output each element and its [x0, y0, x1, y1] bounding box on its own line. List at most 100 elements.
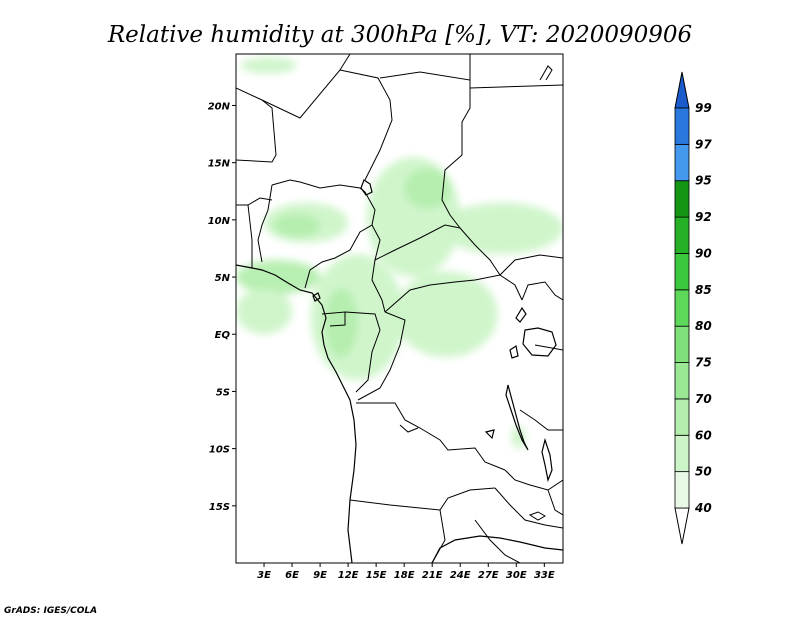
border-mali-burkina [236, 99, 277, 163]
lake-victoria [522, 327, 557, 357]
humid-region-4 [310, 254, 405, 380]
colorbar-segment [674, 434, 690, 473]
colorbar-level-label: 99 [695, 101, 712, 115]
colorbar-level-label: 80 [695, 319, 712, 333]
y-tick-label: EQ [215, 330, 231, 341]
border-gabon-congo [344, 311, 381, 393]
chart-title: Relative humidity at 300hPa [%], VT: 202… [107, 22, 692, 48]
x-tick-label: 12E [338, 570, 359, 581]
border-cameroon-car [371, 224, 386, 313]
colorbar-level-label: 70 [695, 392, 712, 406]
colorbar-segment [674, 471, 690, 509]
border-kenya-tanzania [534, 344, 563, 351]
y-tick-label: 5S [216, 387, 230, 398]
country-borders [236, 54, 563, 563]
atlantic-coastline [236, 264, 357, 563]
x-tick-label: 24E [450, 570, 471, 581]
colorbar-segment [674, 398, 690, 436]
colorbar-segment [674, 289, 690, 327]
humid-region-2 [273, 214, 321, 238]
colorbar-segment [674, 143, 690, 182]
colorbar-below-triangle [674, 507, 690, 545]
border-congo-drc [357, 311, 406, 401]
y-tick-label: 10N [208, 216, 231, 227]
lake-mweru [484, 429, 495, 440]
x-tick-label: 33E [534, 570, 555, 581]
border-tanzania-mozambique [519, 409, 563, 431]
lake-kariba [528, 511, 547, 521]
x-tick-label: 15E [366, 570, 387, 581]
grads-credit: GrADS: IGES/COLA [4, 606, 97, 616]
border-nigeria-cameroon [304, 191, 376, 289]
border-angola-drc [356, 402, 506, 471]
humid-region-11 [511, 425, 526, 449]
lake-edward [509, 345, 519, 359]
humid-region-5 [324, 288, 358, 358]
border-togo-ghana [247, 204, 253, 268]
x-tick-label: 30E [506, 570, 527, 581]
lake-tanganyika [505, 384, 529, 451]
border-botswana-namibia [431, 509, 446, 563]
colorbar-segment [674, 107, 690, 145]
border-uganda [521, 281, 563, 301]
colorbar-level-label: 92 [695, 210, 712, 224]
border-niger-nigeria [271, 179, 366, 193]
y-tick-label: 15N [208, 159, 231, 170]
map-frame [235, 53, 564, 564]
x-tick-label: 3E [257, 570, 271, 581]
y-axis-ticks: 20N 15N 10N 5N EQ 5S 10S 15S [208, 101, 236, 513]
border-benin-togo [257, 184, 273, 263]
x-tick-label: 6E [285, 570, 299, 581]
border-mozambique-zim [547, 489, 563, 516]
y-tick-label: 10S [209, 445, 230, 456]
colorbar-level-label: 90 [695, 246, 712, 260]
border-sudan-chad [441, 54, 471, 229]
colorbar-level-label: 85 [695, 283, 712, 297]
colorbar: 40 50 60 70 75 80 85 90 92 95 97 99 [674, 71, 712, 545]
x-tick-label: 21E [422, 570, 443, 581]
border-south-sudan [499, 254, 563, 276]
lake-albert [515, 306, 527, 323]
southern-coast [431, 535, 563, 563]
border-botswana-sa [474, 519, 521, 563]
y-tick-label: 5N [215, 273, 231, 284]
colorbar-level-label: 97 [695, 137, 712, 151]
bioko-island [312, 292, 321, 302]
colorbar-level-label: 95 [695, 174, 712, 188]
colorbar-above-triangle [674, 71, 690, 109]
humid-region-9 [394, 271, 498, 358]
border-algeria-mali [236, 54, 351, 119]
border-zambia-zimbabwe [494, 487, 563, 529]
border-cabinda [399, 424, 419, 433]
colorbar-segment [674, 362, 690, 400]
colorbar-segment [674, 180, 690, 218]
x-tick-label: 9E [313, 570, 327, 581]
border-niger-libya [339, 69, 393, 181]
colorbar-level-label: 50 [695, 465, 712, 479]
x-tick-label: 27E [478, 570, 499, 581]
colorbar-segment [674, 253, 690, 291]
colorbar-level-label: 60 [695, 428, 712, 442]
border-car-drc [384, 274, 523, 313]
border-burkina-ghana [236, 197, 273, 206]
humid-region-10 [236, 288, 293, 335]
border-car-chad [374, 224, 501, 276]
y-tick-label: 15S [209, 502, 230, 513]
colorbar-segment [674, 325, 690, 363]
nile-delta [539, 65, 553, 81]
x-tick-label: 18E [394, 570, 415, 581]
humid-region-0 [240, 57, 297, 74]
colorbar-segment [674, 216, 690, 254]
border-eq-guinea [321, 311, 346, 327]
map-area [236, 54, 563, 563]
x-axis-ticks: 3E 6E 9E 12E 15E 18E 21E 24E 27E 30E 33E [257, 563, 555, 581]
lake-chad [360, 179, 373, 196]
lake-malawi [541, 437, 553, 483]
colorbar-level-label: 75 [695, 356, 712, 370]
humid-region-7 [404, 168, 451, 209]
colorbar-level-label: 40 [694, 501, 712, 515]
border-zambia-malawi [504, 469, 563, 491]
border-egypt-sudan [469, 84, 563, 89]
y-tick-label: 20N [208, 101, 231, 112]
